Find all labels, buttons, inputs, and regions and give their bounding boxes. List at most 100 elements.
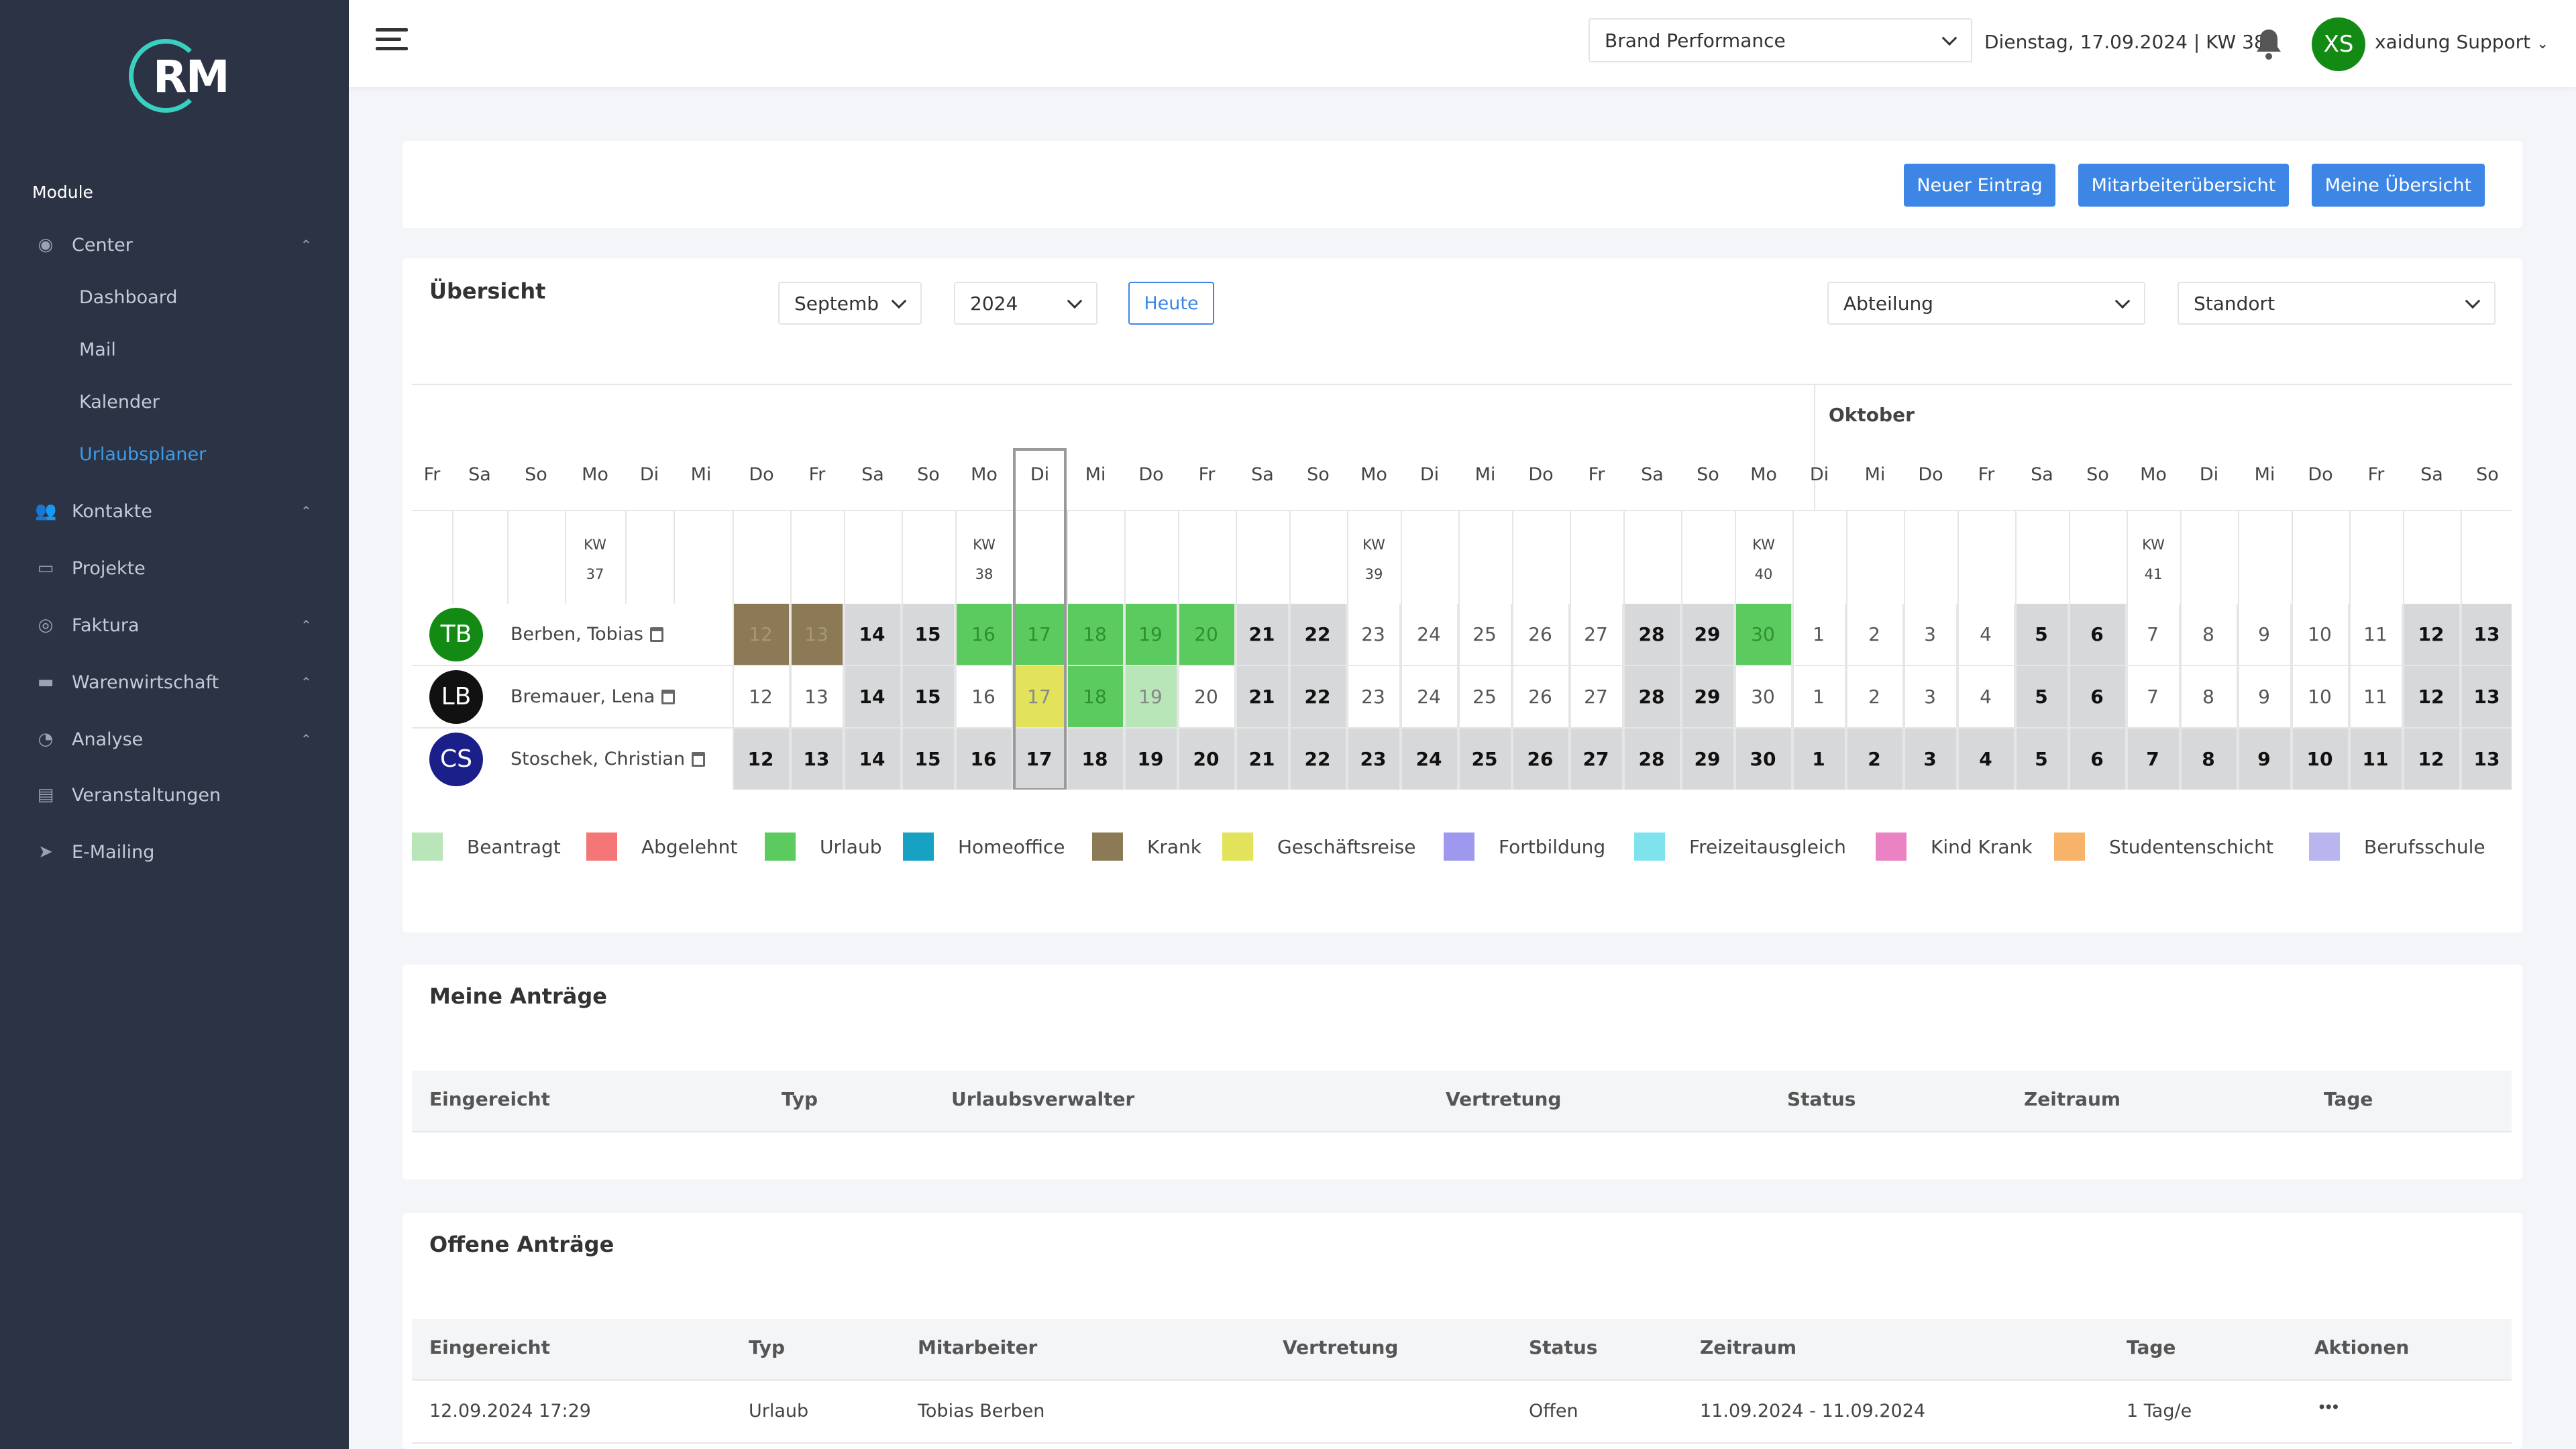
- day-cell[interactable]: 17: [1013, 604, 1067, 666]
- day-cell[interactable]: 8: [2180, 729, 2238, 790]
- sidebar-sub-dashboard[interactable]: Dashboard: [79, 287, 178, 308]
- col-eingereicht[interactable]: Eingereicht: [429, 1088, 551, 1110]
- day-cell[interactable]: 14: [844, 729, 902, 790]
- day-cell[interactable]: 7: [2127, 604, 2180, 666]
- day-cell[interactable]: 6: [2069, 666, 2127, 729]
- day-cell[interactable]: 7: [2127, 729, 2180, 790]
- sidebar-sub-kalender[interactable]: Kalender: [79, 392, 160, 413]
- day-cell[interactable]: 28: [1623, 604, 1681, 666]
- col-tage[interactable]: Tage: [2127, 1336, 2176, 1358]
- day-cell[interactable]: 9: [2238, 604, 2292, 666]
- day-cell[interactable]: 23: [1347, 666, 1401, 729]
- day-cell[interactable]: 30: [1735, 729, 1792, 790]
- day-cell[interactable]: 25: [1458, 729, 1512, 790]
- day-cell[interactable]: 19: [1124, 729, 1178, 790]
- day-cell[interactable]: 30: [1735, 666, 1792, 729]
- sidebar-sub-urlaubsplaner[interactable]: Urlaubsplaner: [79, 444, 207, 465]
- col-eingereicht[interactable]: Eingereicht: [429, 1336, 551, 1358]
- day-cell[interactable]: 2: [1846, 666, 1904, 729]
- col-vertretung[interactable]: Vertretung: [1446, 1088, 1562, 1110]
- day-cell[interactable]: 26: [1512, 729, 1570, 790]
- day-cell[interactable]: 16: [955, 604, 1013, 666]
- department-select[interactable]: Abteilung: [1827, 282, 2145, 325]
- calendar-icon[interactable]: [661, 690, 676, 704]
- sidebar-item-kontakte[interactable]: 👥 Kontakte ⌃: [35, 500, 312, 522]
- day-cell[interactable]: 18: [1067, 729, 1124, 790]
- day-cell[interactable]: 20: [1178, 666, 1236, 729]
- day-cell[interactable]: 27: [1570, 666, 1623, 729]
- day-cell[interactable]: 24: [1401, 666, 1458, 729]
- day-cell[interactable]: 22: [1289, 729, 1347, 790]
- sidebar-item-veranstaltungen[interactable]: ▤ Veranstaltungen: [0, 775, 349, 815]
- day-cell[interactable]: 21: [1236, 666, 1289, 729]
- location-select[interactable]: Standort: [2178, 282, 2496, 325]
- day-cell[interactable]: 12: [2403, 604, 2461, 666]
- new-entry-button[interactable]: Neuer Eintrag: [1904, 164, 2055, 207]
- calendar-icon[interactable]: [692, 752, 706, 767]
- sidebar-item-center[interactable]: ◉ Center ⌃: [0, 225, 349, 265]
- day-cell[interactable]: 16: [955, 729, 1013, 790]
- day-cell[interactable]: 26: [1512, 604, 1570, 666]
- day-cell[interactable]: 27: [1570, 604, 1623, 666]
- day-cell[interactable]: 13: [790, 666, 844, 729]
- brand-logo[interactable]: RM: [126, 28, 229, 122]
- sidebar-item-analyse[interactable]: ◔ Analyse ⌃: [0, 719, 349, 759]
- day-cell[interactable]: 21: [1236, 729, 1289, 790]
- day-cell[interactable]: 6: [2069, 729, 2127, 790]
- day-cell[interactable]: 6: [2069, 604, 2127, 666]
- day-cell[interactable]: 22: [1289, 666, 1347, 729]
- employee-row-label[interactable]: TB Berben, Tobias: [412, 604, 733, 666]
- employee-row-label[interactable]: CS Stoschek, Christian: [412, 729, 733, 790]
- day-cell[interactable]: 10: [2292, 729, 2349, 790]
- day-cell[interactable]: 20: [1178, 604, 1236, 666]
- user-menu[interactable]: xaidung Support ⌄: [2375, 31, 2549, 53]
- day-cell[interactable]: 15: [902, 666, 955, 729]
- month-select[interactable]: Septemb: [778, 282, 922, 325]
- col-status[interactable]: Status: [1787, 1088, 1856, 1110]
- day-cell[interactable]: 5: [2015, 604, 2069, 666]
- day-cell[interactable]: 4: [1957, 729, 2015, 790]
- day-cell[interactable]: 3: [1904, 666, 1957, 729]
- day-cell[interactable]: 14: [844, 604, 902, 666]
- day-cell[interactable]: 19: [1124, 666, 1178, 729]
- day-cell[interactable]: 13: [2461, 604, 2512, 666]
- day-cell[interactable]: 9: [2238, 666, 2292, 729]
- day-cell[interactable]: 15: [902, 604, 955, 666]
- sidebar-sub-mail[interactable]: Mail: [79, 339, 116, 360]
- day-cell[interactable]: 15: [902, 729, 955, 790]
- day-cell[interactable]: 19: [1124, 604, 1178, 666]
- col-urlaubsverwalter[interactable]: Urlaubsverwalter: [951, 1088, 1135, 1110]
- day-cell[interactable]: 8: [2180, 666, 2238, 729]
- day-cell[interactable]: 28: [1623, 666, 1681, 729]
- employee-overview-button[interactable]: Mitarbeiterübersicht: [2078, 164, 2289, 207]
- day-cell[interactable]: 12: [2403, 666, 2461, 729]
- day-cell[interactable]: 12: [2403, 729, 2461, 790]
- sidebar-item-warenwirtschaft[interactable]: ▬ Warenwirtschaft ⌃: [0, 662, 349, 702]
- day-cell[interactable]: 4: [1957, 604, 2015, 666]
- col-status[interactable]: Status: [1529, 1336, 1598, 1358]
- day-cell[interactable]: 18: [1067, 604, 1124, 666]
- day-cell[interactable]: 1: [1792, 604, 1846, 666]
- day-cell[interactable]: 20: [1178, 729, 1236, 790]
- day-cell[interactable]: 25: [1458, 604, 1512, 666]
- day-cell[interactable]: 29: [1681, 604, 1735, 666]
- day-cell[interactable]: 7: [2127, 666, 2180, 729]
- day-cell[interactable]: 30: [1735, 604, 1792, 666]
- day-cell[interactable]: 8: [2180, 604, 2238, 666]
- col-zeitraum[interactable]: Zeitraum: [2024, 1088, 2121, 1110]
- day-cell[interactable]: 10: [2292, 604, 2349, 666]
- day-cell[interactable]: 13: [2461, 729, 2512, 790]
- day-cell[interactable]: 21: [1236, 604, 1289, 666]
- day-cell[interactable]: 13: [790, 604, 844, 666]
- day-cell[interactable]: 3: [1904, 729, 1957, 790]
- company-select[interactable]: Brand Performance: [1589, 18, 1972, 62]
- col-typ[interactable]: Typ: [749, 1336, 786, 1358]
- col-typ[interactable]: Typ: [782, 1088, 818, 1110]
- day-cell[interactable]: 11: [2349, 729, 2403, 790]
- col-mitarbeiter[interactable]: Mitarbeiter: [918, 1336, 1038, 1358]
- day-cell[interactable]: 28: [1623, 729, 1681, 790]
- day-cell[interactable]: 29: [1681, 729, 1735, 790]
- day-cell[interactable]: 4: [1957, 666, 2015, 729]
- day-cell[interactable]: 10: [2292, 666, 2349, 729]
- day-cell[interactable]: 26: [1512, 666, 1570, 729]
